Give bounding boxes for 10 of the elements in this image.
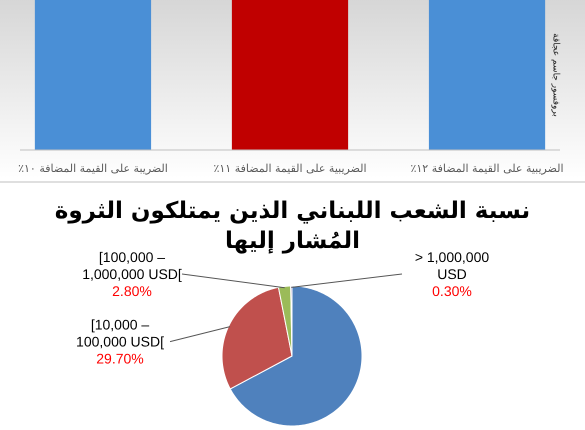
x-tick-label: الضريبية على القيمة المضافة ١٢٪ bbox=[410, 162, 564, 175]
slice-label: [100,000 – 1,000,000 USD[ bbox=[82, 249, 182, 282]
data-label: 29.70% bbox=[96, 350, 144, 367]
annotation: بروفسور جاسم عجاقة bbox=[550, 33, 561, 117]
slice-label: > 1,000,000 USD bbox=[414, 249, 490, 282]
data-label: 2.80% bbox=[112, 283, 152, 299]
slice-label: [10,000 – 100,000 USD[ bbox=[76, 316, 164, 350]
x-tick-label: الضريبية على القيمة المضافة ١١٪ bbox=[213, 162, 367, 175]
data-label: 0.30% bbox=[432, 283, 472, 299]
x-tick-label: الضريبة على القيمة المضافة ١٠٪ bbox=[18, 162, 168, 175]
